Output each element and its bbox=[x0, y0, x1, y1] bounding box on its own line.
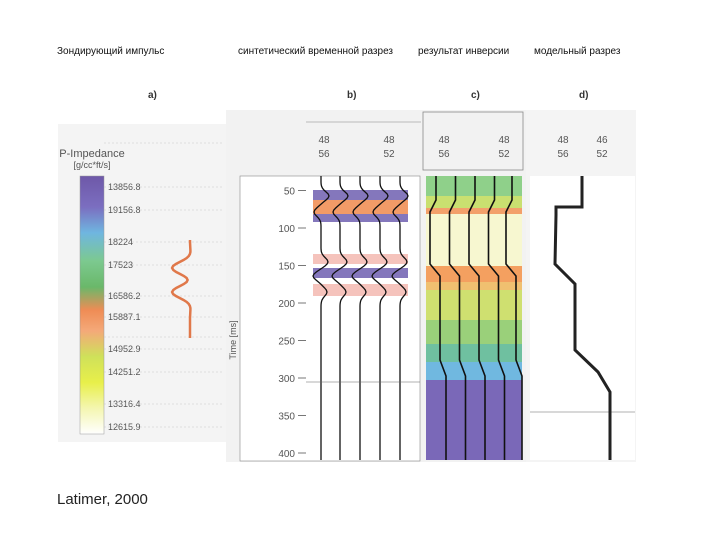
time-tick-label: 400 bbox=[278, 449, 295, 460]
model-impedance-curve bbox=[553, 176, 612, 460]
time-tick-label: 350 bbox=[278, 412, 295, 423]
citation: Latimer, 2000 bbox=[57, 491, 148, 508]
synthetic-trace bbox=[312, 176, 330, 460]
inversion-trace bbox=[468, 176, 486, 460]
inversion-trace bbox=[448, 176, 467, 460]
inversion-trace bbox=[487, 176, 506, 460]
inversion-band bbox=[426, 282, 522, 290]
trace-header-label: 52 bbox=[596, 149, 608, 160]
reflection-bands bbox=[313, 190, 408, 296]
trace-header-label: 48 bbox=[383, 135, 395, 146]
panel-label-a: a) bbox=[148, 90, 157, 101]
synthetic-trace bbox=[351, 176, 369, 460]
trace-header-label: 46 bbox=[596, 135, 608, 146]
trace-header-label: 56 bbox=[318, 149, 330, 160]
trace-header-label: 52 bbox=[498, 149, 510, 160]
panel-c-header-box bbox=[422, 111, 524, 171]
trace-header-label: 48 bbox=[557, 135, 569, 146]
reflection-band bbox=[313, 268, 408, 278]
panel-d-plot bbox=[530, 176, 635, 460]
caption-impulse: Зондирующий импульс bbox=[57, 46, 165, 57]
time-axis-ticks: 50 100 150 200 250 300 350 400 bbox=[278, 187, 306, 460]
synthetic-trace bbox=[391, 176, 409, 460]
caption-model: модельный разрез bbox=[534, 46, 621, 57]
source-wavelet bbox=[170, 240, 192, 338]
panel-label-c: c) bbox=[471, 90, 480, 101]
trace-header-label: 48 bbox=[318, 135, 330, 146]
trace-header-label: 48 bbox=[438, 135, 450, 146]
inversion-band bbox=[426, 320, 522, 344]
synthetic-trace bbox=[331, 176, 349, 460]
trace-header-label: 48 bbox=[498, 135, 510, 146]
panel-label-b: b) bbox=[347, 90, 357, 101]
reflection-band bbox=[313, 254, 408, 264]
scale-grid-lines bbox=[104, 142, 224, 428]
reflection-band bbox=[313, 214, 408, 222]
trace-header-label: 56 bbox=[557, 149, 569, 160]
inversion-traces bbox=[429, 176, 523, 460]
reflection-band bbox=[313, 208, 408, 214]
time-axis-label: Time [ms] bbox=[228, 320, 238, 359]
inversion-trace bbox=[505, 176, 523, 460]
inversion-trace bbox=[429, 176, 447, 460]
trace-header-label: 52 bbox=[383, 149, 395, 160]
caption-inversion: результат инверсии bbox=[418, 46, 510, 57]
time-tick-label: 250 bbox=[278, 337, 295, 348]
time-tick-label: 50 bbox=[284, 187, 296, 198]
inversion-band bbox=[426, 362, 522, 380]
panel-c-trace-headers: 48 56 48 52 bbox=[438, 135, 510, 160]
trace-header-label: 56 bbox=[438, 149, 450, 160]
panel-b-plot bbox=[239, 175, 421, 462]
time-tick-label: 300 bbox=[278, 374, 295, 385]
synthetic-traces bbox=[312, 176, 409, 460]
scale-title: P-Impedance bbox=[59, 148, 124, 160]
time-tick-label: 150 bbox=[278, 262, 295, 273]
inversion-band bbox=[426, 290, 522, 320]
panel-label-d: d) bbox=[579, 90, 589, 101]
scale-unit: [g/cc*ft/s] bbox=[73, 160, 110, 170]
inversion-band bbox=[426, 380, 522, 460]
reflection-band bbox=[313, 284, 408, 296]
inversion-band bbox=[426, 214, 522, 266]
caption-synthetic: синтетический временной разрез bbox=[238, 46, 393, 57]
inversion-band bbox=[426, 208, 522, 214]
impedance-color-scale bbox=[79, 175, 105, 435]
time-tick-label: 200 bbox=[278, 299, 295, 310]
time-tick-label: 100 bbox=[278, 224, 295, 235]
panel-d-trace-headers: 48 56 46 52 bbox=[557, 135, 608, 160]
panel-b-trace-headers: 48 56 48 52 bbox=[318, 135, 395, 160]
synthetic-trace bbox=[371, 176, 389, 460]
inversion-band bbox=[426, 176, 522, 196]
reflection-band bbox=[313, 190, 408, 200]
